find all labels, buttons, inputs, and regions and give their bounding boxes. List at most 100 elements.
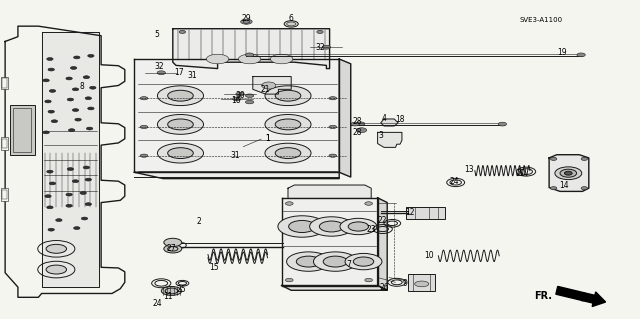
Bar	[1, 137, 8, 150]
Bar	[13, 108, 31, 152]
Ellipse shape	[88, 54, 94, 57]
Text: SVE3-A1100: SVE3-A1100	[519, 17, 563, 23]
Text: 13: 13	[464, 165, 474, 174]
Text: 22: 22	[378, 216, 387, 225]
Ellipse shape	[322, 45, 331, 49]
Ellipse shape	[46, 244, 67, 253]
Ellipse shape	[72, 108, 79, 111]
Ellipse shape	[241, 19, 252, 24]
Ellipse shape	[284, 21, 298, 27]
Ellipse shape	[236, 92, 244, 96]
Text: 29: 29	[241, 14, 252, 23]
Text: 1: 1	[265, 134, 270, 143]
Ellipse shape	[46, 265, 67, 274]
Polygon shape	[339, 59, 351, 177]
Text: 4: 4	[381, 114, 387, 122]
Ellipse shape	[577, 53, 585, 57]
Ellipse shape	[49, 89, 56, 92]
Ellipse shape	[285, 202, 293, 205]
Polygon shape	[282, 198, 378, 286]
Bar	[406, 207, 445, 219]
Ellipse shape	[157, 143, 204, 163]
Ellipse shape	[550, 157, 557, 160]
Ellipse shape	[310, 217, 353, 236]
Text: 17: 17	[174, 68, 184, 77]
Ellipse shape	[317, 30, 323, 33]
Ellipse shape	[88, 107, 94, 110]
Text: 14: 14	[559, 181, 570, 189]
Polygon shape	[282, 286, 387, 290]
Ellipse shape	[157, 115, 204, 134]
Ellipse shape	[74, 226, 80, 230]
Ellipse shape	[45, 100, 51, 103]
Text: 27: 27	[166, 244, 177, 253]
Ellipse shape	[265, 86, 311, 106]
Ellipse shape	[275, 119, 301, 130]
Ellipse shape	[319, 221, 344, 232]
Text: 18: 18	[396, 115, 404, 124]
Ellipse shape	[275, 148, 301, 159]
Ellipse shape	[340, 218, 377, 235]
Ellipse shape	[560, 169, 577, 177]
Ellipse shape	[66, 204, 72, 207]
Ellipse shape	[356, 122, 365, 126]
Bar	[1, 188, 8, 201]
Ellipse shape	[296, 256, 321, 267]
Ellipse shape	[168, 90, 193, 101]
Ellipse shape	[329, 154, 337, 157]
Ellipse shape	[43, 79, 49, 82]
Text: 12: 12	[405, 208, 414, 217]
Ellipse shape	[140, 97, 148, 100]
Ellipse shape	[140, 154, 148, 157]
Ellipse shape	[265, 115, 311, 134]
Ellipse shape	[265, 143, 311, 163]
Ellipse shape	[285, 278, 293, 282]
Ellipse shape	[275, 90, 301, 101]
Text: 19: 19	[557, 48, 567, 57]
Ellipse shape	[168, 148, 193, 159]
Bar	[2, 139, 7, 148]
Ellipse shape	[164, 238, 182, 247]
Text: 31: 31	[230, 151, 241, 160]
Text: 28: 28	[353, 128, 362, 137]
Text: 31: 31	[187, 71, 197, 80]
Text: 25: 25	[176, 285, 186, 294]
Ellipse shape	[85, 178, 92, 181]
Ellipse shape	[179, 30, 186, 33]
Ellipse shape	[75, 118, 81, 121]
Ellipse shape	[140, 125, 148, 129]
Ellipse shape	[56, 219, 62, 221]
Ellipse shape	[564, 171, 572, 175]
Text: 15: 15	[209, 263, 220, 272]
Text: 16: 16	[230, 96, 241, 105]
Polygon shape	[173, 29, 330, 69]
Ellipse shape	[365, 278, 372, 282]
Bar	[2, 78, 7, 88]
FancyArrow shape	[556, 286, 605, 307]
Ellipse shape	[70, 67, 77, 70]
Polygon shape	[5, 26, 125, 297]
Bar	[1, 77, 8, 89]
Ellipse shape	[329, 125, 337, 129]
Polygon shape	[381, 119, 398, 126]
Text: 26: 26	[379, 283, 389, 292]
Ellipse shape	[345, 253, 382, 270]
Ellipse shape	[262, 82, 276, 89]
Ellipse shape	[49, 182, 56, 185]
Text: 5: 5	[154, 30, 159, 39]
Polygon shape	[253, 77, 291, 94]
Ellipse shape	[278, 216, 326, 237]
Ellipse shape	[581, 187, 588, 190]
Ellipse shape	[356, 128, 367, 133]
Text: 21: 21	[261, 85, 270, 94]
Text: 24: 24	[449, 177, 460, 186]
Ellipse shape	[80, 191, 86, 194]
Ellipse shape	[499, 122, 507, 126]
Polygon shape	[549, 155, 589, 191]
Polygon shape	[288, 185, 371, 198]
Text: 9: 9	[403, 279, 408, 288]
Ellipse shape	[45, 195, 51, 198]
Text: 10: 10	[424, 251, 434, 260]
Text: 6: 6	[289, 14, 294, 23]
Text: FR.: FR.	[534, 291, 552, 301]
